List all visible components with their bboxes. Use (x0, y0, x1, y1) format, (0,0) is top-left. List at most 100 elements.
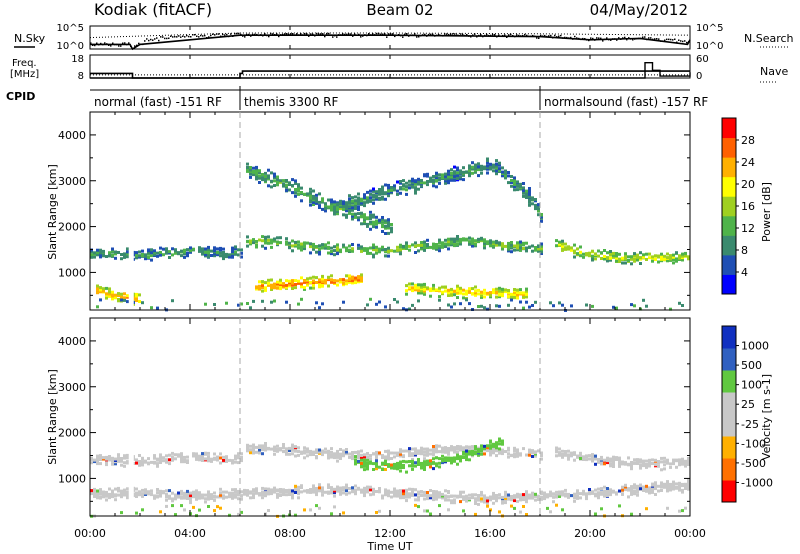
heatmap-cell (339, 207, 342, 211)
heatmap-cell (285, 185, 288, 189)
heatmap-cell (666, 489, 669, 493)
heatmap-cell (234, 250, 237, 254)
heatmap-cell (597, 249, 600, 253)
heatmap-cell (309, 488, 312, 491)
heatmap-cell (144, 257, 147, 261)
heatmap-cell (126, 492, 129, 496)
heatmap-cell (351, 243, 354, 246)
heatmap-cell (414, 447, 417, 451)
heatmap-cell (555, 244, 558, 248)
heatmap-cell (315, 448, 318, 452)
heatmap-noise-cell (555, 503, 558, 507)
heatmap-cell (288, 183, 291, 186)
heatmap-cell (483, 243, 486, 247)
colorbar-tick-label: 16 (741, 200, 755, 213)
heatmap-cell (102, 492, 105, 496)
heatmap-cell (651, 487, 654, 491)
velocity-panel-frame (89, 317, 691, 517)
heatmap-cell (384, 183, 387, 187)
heatmap-cell (510, 179, 513, 182)
heatmap-cell (336, 243, 339, 247)
heatmap-cell (348, 197, 351, 201)
heatmap-cell (657, 260, 660, 264)
heatmap-cell (285, 179, 288, 182)
heatmap-cell (627, 487, 630, 491)
nsky-dot (594, 39, 596, 41)
heatmap-cell (372, 222, 375, 226)
heatmap-cell (195, 452, 198, 456)
heatmap-noise-cell (207, 505, 210, 508)
heatmap-cell (417, 243, 420, 247)
heatmap-cell (267, 490, 270, 494)
heatmap-cell (291, 279, 294, 283)
heatmap-cell (345, 448, 348, 451)
heatmap-cell (486, 291, 489, 295)
heatmap-cell (429, 462, 432, 465)
nsky-dot (400, 34, 402, 37)
heatmap-cell (276, 492, 279, 496)
heatmap-cell (315, 250, 318, 254)
nsky-dot (350, 33, 352, 35)
heatmap-cell (369, 454, 372, 457)
heatmap-cell (324, 450, 327, 454)
heatmap-noise-cell (495, 304, 498, 308)
nsky-dot (344, 33, 346, 36)
heatmap-cell (423, 453, 426, 457)
heatmap-cell (441, 241, 444, 245)
heatmap-cell (360, 277, 363, 281)
heatmap-cell (312, 486, 315, 490)
heatmap-cell (447, 240, 450, 244)
heatmap-cell (597, 487, 600, 491)
nsky-dot (508, 34, 510, 36)
heatmap-cell (510, 292, 513, 296)
heatmap-cell (675, 259, 678, 263)
heatmap-cell (96, 489, 99, 493)
heatmap-cell (381, 185, 384, 189)
heatmap-noise-cell (552, 304, 555, 308)
nsky-dot (468, 35, 470, 37)
heatmap-cell (204, 451, 207, 455)
heatmap-cell (93, 487, 96, 491)
heatmap-cell (654, 254, 657, 258)
heatmap-cell (510, 184, 513, 188)
heatmap-cell (495, 494, 498, 497)
heatmap-noise-cell (633, 304, 636, 308)
nsky-dot (596, 37, 598, 39)
colorbar-swatch (722, 436, 736, 459)
heatmap-cell (435, 174, 438, 178)
heatmap-cell (540, 497, 543, 501)
heatmap-cell (441, 492, 444, 496)
heatmap-cell (657, 254, 660, 258)
heatmap-cell (507, 241, 510, 245)
heatmap-cell (99, 454, 102, 458)
heatmap-cell (285, 283, 288, 287)
heatmap-cell (312, 196, 315, 200)
heatmap-cell (210, 459, 213, 463)
heatmap-cell (396, 491, 399, 495)
heatmap-cell (504, 176, 507, 180)
heatmap-cell (570, 248, 573, 252)
heatmap-cell (261, 244, 264, 248)
heatmap-cell (381, 192, 384, 196)
heatmap-cell (456, 171, 459, 175)
heatmap-cell (462, 452, 465, 456)
heatmap-noise-cell (522, 505, 525, 508)
heatmap-cell (585, 492, 588, 496)
heatmap-cell (672, 253, 675, 257)
nsky-dot (546, 35, 548, 38)
heatmap-cell (366, 461, 369, 465)
heatmap-cell (594, 488, 597, 492)
heatmap-cell (90, 250, 93, 254)
heatmap-cell (111, 492, 114, 495)
heatmap-cell (411, 243, 414, 247)
heatmap-cell (483, 239, 486, 243)
nsky-dot (600, 37, 602, 40)
heatmap-cell (363, 468, 366, 472)
heatmap-cell (276, 488, 279, 492)
heatmap-cell (297, 450, 300, 453)
heatmap-cell (627, 495, 630, 499)
heatmap-cell (291, 452, 294, 456)
nsky-dot (608, 38, 610, 41)
heatmap-cell (564, 247, 567, 251)
nsky-dot (186, 34, 188, 37)
